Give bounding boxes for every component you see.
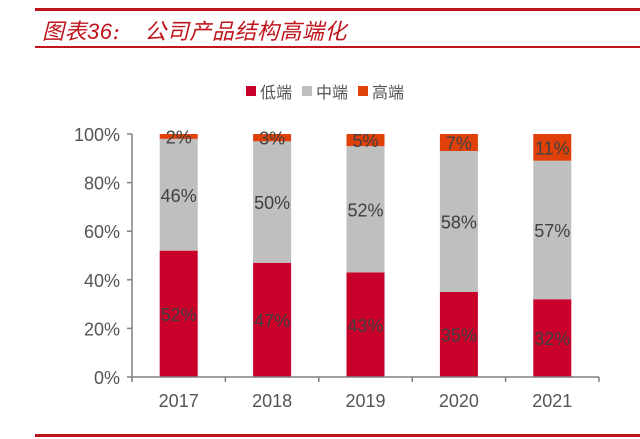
data-label-2019-series-0: 43% bbox=[347, 316, 383, 336]
data-label-2019-series-2: 5% bbox=[352, 131, 378, 151]
y-tick-label: 20% bbox=[84, 319, 120, 339]
bar-2021-series-2 bbox=[533, 134, 572, 161]
top-rule bbox=[35, 8, 640, 11]
y-tick-label: 60% bbox=[84, 222, 120, 242]
data-label-2017-series-2: 2% bbox=[166, 127, 192, 147]
x-tick-label: 2020 bbox=[439, 391, 479, 411]
title-underline bbox=[35, 46, 640, 48]
bar-2019-series-0 bbox=[346, 272, 385, 377]
chart-legend: 低端 中端 高端 bbox=[246, 79, 414, 103]
bar-2018-series-2 bbox=[253, 134, 292, 142]
data-label-2020-series-2: 7% bbox=[446, 134, 472, 154]
legend-label-low: 低端 bbox=[260, 83, 293, 102]
data-label-2017-series-1: 46% bbox=[161, 186, 197, 206]
x-tick-label: 2018 bbox=[252, 391, 292, 411]
legend-label-high: 高端 bbox=[372, 83, 405, 102]
legend-item-low: 低端 bbox=[246, 79, 292, 103]
figure-title-text: 公司产品结构高端化 bbox=[144, 20, 347, 45]
legend-swatch-low bbox=[246, 86, 256, 96]
bar-2020-series-2 bbox=[439, 134, 478, 152]
data-label-2019-series-1: 52% bbox=[347, 200, 383, 220]
y-tick-label: 100% bbox=[74, 125, 120, 145]
data-label-2021-series-0: 32% bbox=[534, 329, 570, 349]
y-tick-label: 40% bbox=[84, 271, 120, 291]
bar-2017-series-1 bbox=[159, 138, 198, 251]
legend-label-mid: 中端 bbox=[316, 83, 349, 102]
x-tick-label: 2017 bbox=[159, 391, 199, 411]
figure-number: 36 bbox=[87, 19, 113, 44]
legend-swatch-high bbox=[358, 86, 369, 96]
data-label-2018-series-0: 47% bbox=[254, 311, 290, 331]
bar-2019-series-1 bbox=[346, 146, 385, 273]
bar-2017-series-2 bbox=[159, 134, 198, 139]
figure-title: 图表36: 公司产品结构高端化 bbox=[42, 14, 347, 46]
x-tick-label: 2021 bbox=[532, 391, 572, 411]
bar-2018-series-0 bbox=[253, 262, 292, 377]
bar-2020-series-0 bbox=[439, 291, 478, 377]
data-label-2021-series-1: 57% bbox=[534, 221, 570, 241]
data-label-2020-series-0: 35% bbox=[441, 325, 477, 345]
legend-item-high: 高端 bbox=[358, 79, 404, 103]
figure-colon: : bbox=[112, 20, 121, 45]
data-label-2018-series-2: 3% bbox=[259, 129, 285, 149]
bar-2021-series-1 bbox=[533, 160, 572, 300]
data-label-2021-series-2: 11% bbox=[535, 138, 570, 158]
axes-layer: 2017 2018 2019 2020 2021 0% 20% 40% 60% 80% 100% bbox=[74, 125, 600, 411]
legend-swatch-mid bbox=[302, 86, 313, 96]
data-label-2020-series-1: 58% bbox=[441, 212, 477, 232]
bar-2017-series-0 bbox=[159, 250, 198, 377]
bottom-rule bbox=[35, 434, 640, 437]
bar-2020-series-1 bbox=[439, 151, 478, 292]
legend-item-mid: 中端 bbox=[302, 79, 348, 103]
data-label-2018-series-1: 50% bbox=[254, 193, 290, 213]
bar-2021-series-0 bbox=[533, 299, 572, 377]
data-labels-layer: 52% 46% 2% 47% 50% 3% 43% 52% 5% 35% 58% 7% 32% 57% 11… bbox=[161, 127, 571, 349]
bars-layer bbox=[159, 134, 572, 377]
data-label-2017-series-0: 52% bbox=[161, 305, 197, 325]
x-tick-label: 2019 bbox=[345, 391, 385, 411]
y-tick-label: 80% bbox=[84, 174, 120, 194]
y-tick-label: 0% bbox=[94, 368, 120, 388]
bar-2019-series-2 bbox=[346, 134, 385, 147]
bar-2018-series-1 bbox=[253, 141, 292, 263]
figure-label: 图表 bbox=[42, 20, 88, 45]
